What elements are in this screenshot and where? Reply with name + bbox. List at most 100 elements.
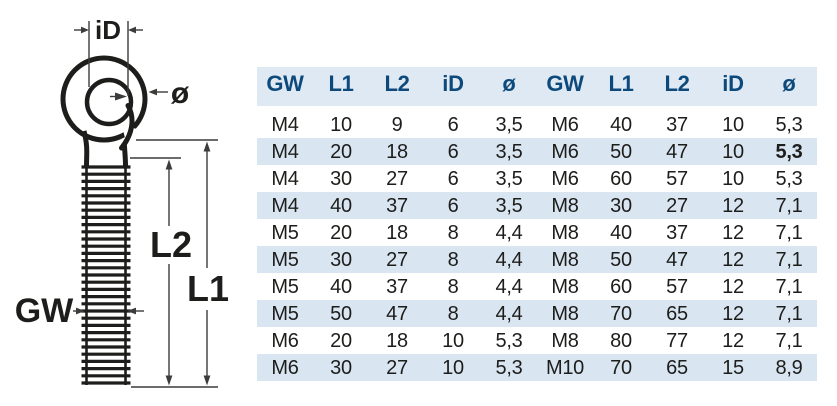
label-total-length: L1 — [187, 268, 229, 309]
table-cell: 10 — [442, 356, 464, 379]
table-row: M6 30 27 10 5,3 M10 70 65 15 8,9 — [257, 354, 817, 381]
table-cell: 7,1 — [775, 194, 803, 217]
table-cell: 50 — [330, 302, 352, 325]
column-header-l1-right: L1 — [608, 71, 634, 96]
dimension-inner-diameter — [74, 21, 143, 96]
table-cell: M8 — [551, 302, 579, 325]
table-cell: M8 — [551, 221, 579, 244]
table-cell: M4 — [271, 194, 299, 217]
table-cell: 12 — [722, 275, 744, 298]
column-header-diameter-left: ø — [502, 71, 516, 96]
table-cell: M5 — [271, 221, 299, 244]
table-cell: 4,4 — [495, 248, 523, 271]
table-cell: 27 — [386, 248, 408, 271]
table-cell: M8 — [551, 248, 579, 271]
table-cell: M8 — [551, 194, 579, 217]
table-cell: 30 — [330, 248, 352, 271]
table-cell: 10 — [722, 167, 744, 190]
table-row: M4 30 27 6 3,5 M6 60 57 10 5,3 — [257, 165, 817, 192]
table-cell: 7,1 — [775, 275, 803, 298]
table-cell: M8 — [551, 275, 579, 298]
table-body: M4 10 9 6 3,5 M6 40 37 10 5,3 M4 20 18 6… — [257, 111, 817, 381]
table-cell: 27 — [386, 167, 408, 190]
table-cell: 3,5 — [495, 113, 523, 136]
table-cell: 57 — [666, 275, 688, 298]
table-cell: 37 — [386, 194, 408, 217]
table-cell: 40 — [610, 221, 632, 244]
table-cell: 3,5 — [495, 194, 523, 217]
table-cell: M8 — [551, 329, 579, 352]
table-cell: 18 — [386, 140, 408, 163]
dimension-l1 — [203, 141, 211, 386]
table-header-row: GW L1 L2 iD ø GW L1 L2 iD ø — [257, 67, 817, 106]
column-header-l2-left: L2 — [384, 71, 410, 96]
table-cell: M6 — [551, 140, 579, 163]
table-row: M5 20 18 8 4,4 M8 40 37 12 7,1 — [257, 219, 817, 246]
column-header-id-right: iD — [722, 71, 744, 96]
table-cell: 47 — [666, 140, 688, 163]
table-row: M4 40 37 6 3,5 M8 30 27 12 7,1 — [257, 192, 817, 219]
table-cell: 10 — [722, 140, 744, 163]
table-cell: 70 — [610, 356, 632, 379]
label-thread-size: GW — [15, 292, 74, 330]
table-cell: 37 — [666, 113, 688, 136]
table-cell: 12 — [722, 221, 744, 244]
table-cell: 8 — [447, 302, 459, 325]
table-cell: 6 — [447, 167, 459, 190]
table-cell: 12 — [722, 194, 744, 217]
table-cell: 65 — [666, 302, 688, 325]
table-cell: 20 — [330, 329, 352, 352]
table-cell: 4,4 — [495, 275, 523, 298]
table-cell: 70 — [610, 302, 632, 325]
extension-lines — [130, 139, 218, 388]
table-cell: M6 — [271, 329, 299, 352]
dimension-gw — [73, 307, 144, 315]
table-cell: 37 — [386, 275, 408, 298]
table-cell: 7,1 — [775, 248, 803, 271]
table-row: M6 20 18 10 5,3 M8 80 77 12 7,1 — [257, 327, 817, 354]
table-cell: M6 — [271, 356, 299, 379]
dimension-annotations — [73, 21, 218, 388]
eye-outer-ring — [60, 55, 148, 143]
column-header-l2-right: L2 — [664, 71, 690, 96]
table-cell: M6 — [551, 113, 579, 136]
eye-inner-hole — [84, 77, 134, 127]
table-cell: 77 — [666, 329, 688, 352]
table-cell: 15 — [722, 356, 744, 379]
table-cell: 60 — [610, 167, 632, 190]
table-cell: 30 — [330, 167, 352, 190]
table-cell: 4,4 — [495, 302, 523, 325]
table-cell: 40 — [330, 194, 352, 217]
table-cell: 40 — [610, 113, 632, 136]
column-header-gw-right: GW — [546, 71, 584, 96]
table-cell: M5 — [271, 275, 299, 298]
table-cell: 40 — [330, 275, 352, 298]
table-cell: 10 — [722, 113, 744, 136]
table-cell: 27 — [666, 194, 688, 217]
column-header-id-left: iD — [442, 71, 464, 96]
label-inner-diameter: iD — [95, 15, 121, 45]
table-cell: 30 — [610, 194, 632, 217]
column-header-l1-left: L1 — [328, 71, 354, 96]
table-cell: 9 — [391, 113, 403, 136]
table-cell: 6 — [447, 140, 459, 163]
table-cell: 10 — [330, 113, 352, 136]
table-cell: 30 — [330, 356, 352, 379]
table-row: M4 20 18 6 3,5 M6 50 47 10 5,3 — [257, 138, 817, 165]
table-cell: 5,3 — [775, 167, 803, 190]
table-cell: M4 — [271, 140, 299, 163]
table-cell: 47 — [666, 248, 688, 271]
table-row: M5 50 47 8 4,4 M8 70 65 12 7,1 — [257, 300, 817, 327]
table-cell: 20 — [330, 140, 352, 163]
table-cell: 12 — [722, 302, 744, 325]
table-cell: 10 — [442, 329, 464, 352]
column-header-diameter-right: ø — [782, 71, 796, 96]
table-cell: 60 — [610, 275, 632, 298]
spec-table: GW L1 L2 iD ø GW L1 L2 iD ø M4 10 9 6 3,… — [257, 67, 817, 381]
table-cell: 8 — [447, 221, 459, 244]
threads — [81, 165, 131, 385]
table-cell: 20 — [330, 221, 352, 244]
neck-left — [81, 130, 90, 167]
table-cell: 27 — [386, 356, 408, 379]
